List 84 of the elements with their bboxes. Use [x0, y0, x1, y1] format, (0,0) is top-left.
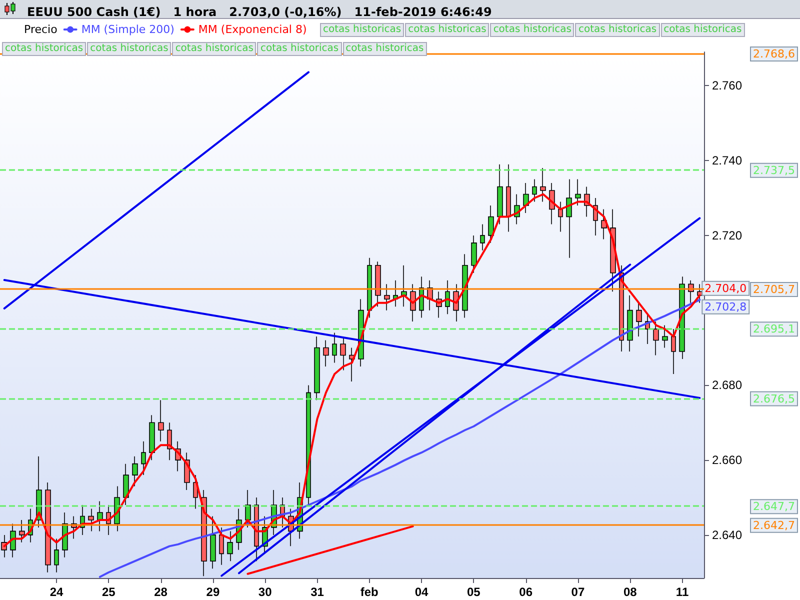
x-tick-label: 06: [519, 585, 533, 599]
annotation: cotas historicas: [257, 42, 342, 56]
text: cotas historicas: [405, 23, 490, 37]
candlestick: [132, 456, 138, 487]
candlestick: [97, 500, 103, 532]
y-tick-label: 2.660: [712, 453, 742, 468]
ref-line-label: 2.737,5: [753, 164, 795, 177]
legend-label: MM (Simple 200): [81, 23, 174, 36]
candlestick: [167, 422, 172, 460]
legend-label: MM (Exponencial 8): [198, 23, 307, 36]
candlestick: [314, 336, 320, 401]
candlestick: [19, 520, 25, 543]
text: cotas historicas: [490, 23, 574, 37]
data-label: 2.704,0: [704, 282, 747, 295]
candlestick: [488, 205, 494, 244]
candlestick: [123, 463, 129, 506]
text: Precio: [24, 23, 58, 36]
ref-line-label: 2.695,1: [753, 322, 795, 336]
candlestick: [601, 208, 607, 240]
candlestick: [566, 178, 572, 258]
candlestick: [627, 294, 633, 352]
candlestick: [158, 400, 164, 442]
chart-title: EEUU 500 Cash (1€) 1 hora 2.703,0 (-0,16%) 11-feb-2019 6:46:49: [27, 5, 492, 19]
candlestick: [367, 258, 372, 318]
candlestick: [219, 527, 224, 566]
candlestick: [662, 324, 668, 348]
candlestick: [401, 264, 407, 307]
candlestick: [149, 414, 155, 460]
candlestick: [540, 168, 546, 202]
candlestick: [523, 182, 529, 214]
x-tick-label: 25: [102, 585, 116, 599]
ref-line-label: 2.647,7: [753, 500, 795, 514]
y-tick-label: 2.760: [712, 78, 742, 93]
annotation: cotas historicas: [2, 42, 86, 56]
candlestick: [375, 261, 381, 307]
y-tick-label: 2.640: [712, 528, 742, 542]
candlestick: [575, 178, 581, 206]
text: cotas historicas: [660, 23, 745, 37]
candlestick: [558, 201, 563, 232]
candlestick: [679, 276, 685, 360]
candlestick: [210, 516, 216, 570]
candlestick: [506, 164, 511, 232]
x-tick-label: 28: [154, 585, 168, 599]
data-label: 2.702,8: [704, 300, 747, 314]
ref-line-label: 2.705,7: [753, 282, 795, 296]
annotation: cotas historicas: [342, 42, 427, 56]
x-tick-label: 31: [310, 585, 324, 599]
candlestick: [141, 440, 146, 476]
y-tick-label: 2.740: [712, 154, 742, 168]
text: cotas historicas: [575, 23, 660, 37]
x-tick-label: 04: [414, 585, 429, 599]
ref-line-label: 2.676,5: [753, 392, 795, 406]
line-series: [98, 298, 701, 578]
ref-line-label: 2.768,6: [753, 48, 795, 60]
candlestick: [480, 224, 485, 251]
x-tick-label: 29: [206, 585, 220, 599]
x-tick-label: 07: [571, 585, 585, 599]
annotation: cotas historicas: [172, 42, 256, 56]
ref-line-label: 2.642,7: [753, 518, 795, 532]
x-tick-label: 24: [50, 585, 64, 599]
candlestick: [227, 530, 233, 562]
x-tick-label: 08: [623, 585, 638, 599]
candlestick: [340, 336, 346, 371]
x-tick-label: 30: [258, 585, 272, 599]
candlestick: [54, 538, 59, 573]
candlestick: [323, 340, 329, 367]
candlestick: [88, 508, 94, 532]
candlestick: [671, 328, 676, 374]
candlestick: [245, 490, 251, 528]
y-tick-label: 2.680: [712, 378, 742, 392]
x-tick-label: feb: [360, 585, 378, 599]
candlestick: [497, 164, 503, 225]
candlestick: [332, 332, 337, 364]
line-series: [3, 193, 701, 548]
text: cotas historicas: [320, 23, 404, 37]
candlestick: [636, 302, 642, 337]
y-tick-label: 2.720: [712, 228, 742, 242]
x-tick-label: 11: [676, 585, 689, 599]
x-tick-label: 05: [467, 585, 481, 599]
candlestick: [384, 284, 390, 311]
candlestick: [532, 178, 537, 202]
annotation: cotas historicas: [87, 42, 172, 56]
candlestick: [471, 235, 477, 274]
candlestick: [653, 321, 659, 356]
